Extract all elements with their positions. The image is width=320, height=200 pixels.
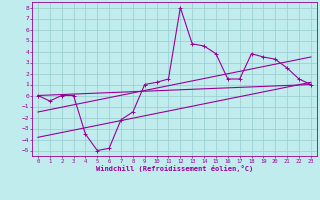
X-axis label: Windchill (Refroidissement éolien,°C): Windchill (Refroidissement éolien,°C): [96, 165, 253, 172]
